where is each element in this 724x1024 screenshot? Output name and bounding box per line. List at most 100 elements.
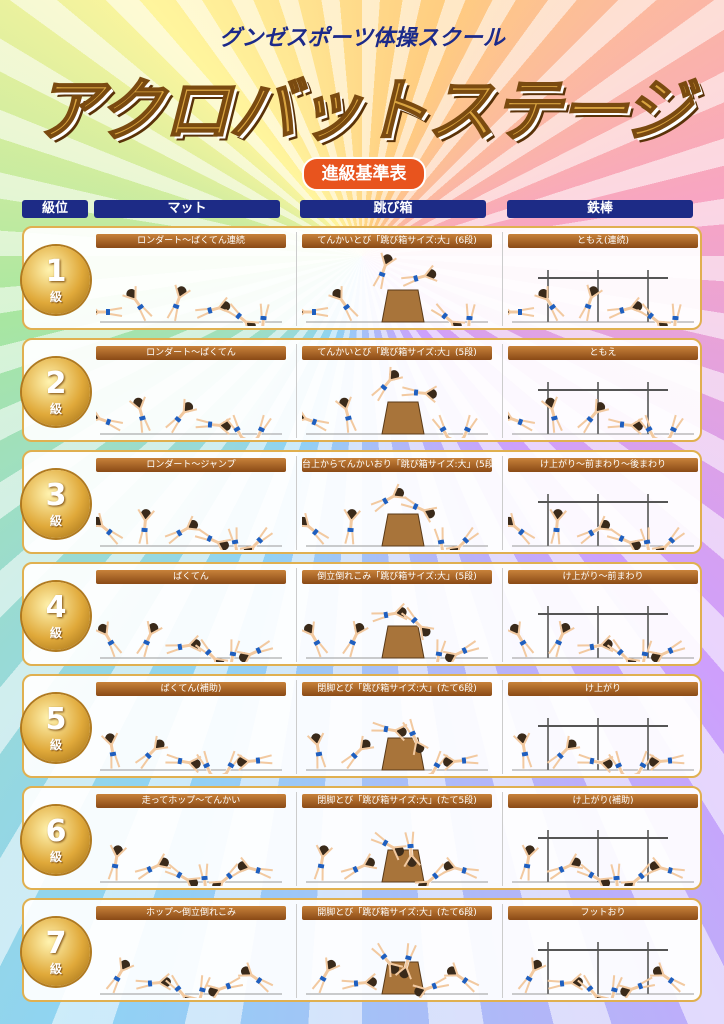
column-header: マット [94,200,280,218]
column-header: 跳び箱 [300,200,486,218]
skill-label: け上がり〜前まわり [508,570,698,584]
skill-label: 倒立倒れこみ「跳び箱サイズ:大」(5段) [302,570,492,584]
skill-label: ともえ(連続) [508,234,698,248]
skill-label: 閉脚とび「跳び箱サイズ:大」(たて6段) [302,682,492,696]
school-name: グンゼスポーツ体操スクール [219,26,505,51]
separator [296,344,297,438]
illustration [306,942,488,998]
illustration [100,957,282,998]
skill-cell: ロンダート〜ジャンプ [96,452,286,552]
level-unit: 級 [49,738,62,752]
illustration [96,620,282,662]
skill-cell: ともえ [508,340,698,440]
separator [502,568,503,662]
skill-label: け上がり [508,682,698,696]
level-row: 7 級ホップ〜倒立倒れこみ 開脚とび「跳び箱サイズ:大」(たて6段) フットおり [22,898,702,1002]
subtitle: 進級基準表 [302,157,426,191]
level-unit: 級 [49,850,62,864]
skill-label: ともえ [508,346,698,360]
skill-cell: ばくてん [96,564,286,664]
illustration [508,270,694,326]
illustration [306,831,488,886]
skill-cell: け上がり(補助) [508,788,698,888]
level-number: 6 [45,814,67,849]
separator [296,792,297,886]
skill-cell: ホップ〜倒立倒れこみ [96,900,286,1000]
skill-cell: ロンダート〜ばくてん連続 [96,228,286,328]
skill-label: 走ってホップ〜てんかい [96,794,286,808]
illustration [100,844,282,886]
illustration [302,366,488,438]
column-header: 鉄棒 [507,200,693,218]
level-row: 3 級ロンダート〜ジャンプ 台上からてんかいおり「跳び箱サイズ:大」(5段) け上がり… [22,450,702,554]
skill-cell: ばくてん(補助) [96,676,286,776]
skill-cell: 台上からてんかいおり「跳び箱サイズ:大」(5段) [302,452,492,552]
illustration [508,606,694,662]
skill-cell: 閉脚とび「跳び箱サイズ:大」(たて5段) [302,788,492,888]
skill-label: 閉脚とび「跳び箱サイズ:大」(たて5段) [302,794,492,808]
separator [502,680,503,774]
level-row: 1 級ロンダート〜ばくてん連続 てんかいとび「跳び箱サイズ:大」(6段) ともえ(連続… [22,226,702,330]
level-number: 7 [45,926,67,961]
skill-cell: てんかいとび「跳び箱サイズ:大」(6段) [302,228,492,328]
illustration [96,396,282,438]
skill-cell: ともえ(連続) [508,228,698,328]
skill-cell: け上がり [508,676,698,776]
illustration [508,494,694,550]
level-number: 3 [45,478,67,513]
illustration [306,718,488,774]
level-number: 5 [45,702,67,737]
level-number: 2 [45,366,67,401]
skill-cell: フットおり [508,900,698,1000]
skill-cell: ロンダート〜ばくてん [96,340,286,440]
skill-label: 開脚とび「跳び箱サイズ:大」(たて6段) [302,906,492,920]
skill-cell: 倒立倒れこみ「跳び箱サイズ:大」(5段) [302,564,492,664]
skill-label: ロンダート〜ばくてん連続 [96,234,286,248]
skill-cell: け上がり〜前まわり〜後まわり [508,452,698,552]
level-unit: 級 [49,626,62,640]
separator [502,456,503,550]
separator [296,680,297,774]
level-unit: 級 [49,514,62,528]
separator [296,456,297,550]
column-header: 級位 [22,200,88,218]
separator [502,232,503,326]
skill-cell: 開脚とび「跳び箱サイズ:大」(たて6段) [302,900,492,1000]
separator [502,344,503,438]
skill-label: け上がり(補助) [508,794,698,808]
illustration [302,602,488,662]
illustration [512,942,694,998]
illustration [96,284,282,326]
separator [296,904,297,998]
illustration [302,252,488,326]
skill-label: ばくてん [96,570,286,584]
skill-cell: てんかいとび「跳び箱サイズ:大」(5段) [302,340,492,440]
level-number: 4 [45,590,67,625]
skill-cell: 走ってホップ〜てんかい [96,788,286,888]
illustration [302,483,488,550]
separator [296,232,297,326]
skill-label: け上がり〜前まわり〜後まわり [508,458,698,472]
illustration [512,718,694,774]
skill-label: ロンダート〜ばくてん [96,346,286,360]
level-row: 2 級ロンダート〜ばくてん てんかいとび「跳び箱サイズ:大」(5段) ともえ [22,338,702,442]
level-unit: 級 [49,402,62,416]
title: アクロバットステージ [33,71,692,152]
illustration [512,830,694,886]
skill-cell: 閉脚とび「跳び箱サイズ:大」(たて6段) [302,676,492,776]
skill-label: ばくてん(補助) [96,682,286,696]
level-row: 6 級走ってホップ〜てんかい 閉脚とび「跳び箱サイズ:大」(たて5段) け上がり(補助… [22,786,702,890]
separator [502,904,503,998]
skill-label: ホップ〜倒立倒れこみ [96,906,286,920]
illustration [96,508,282,550]
skill-label: ロンダート〜ジャンプ [96,458,286,472]
separator [502,792,503,886]
skill-label: てんかいとび「跳び箱サイズ:大」(5段) [302,346,492,360]
